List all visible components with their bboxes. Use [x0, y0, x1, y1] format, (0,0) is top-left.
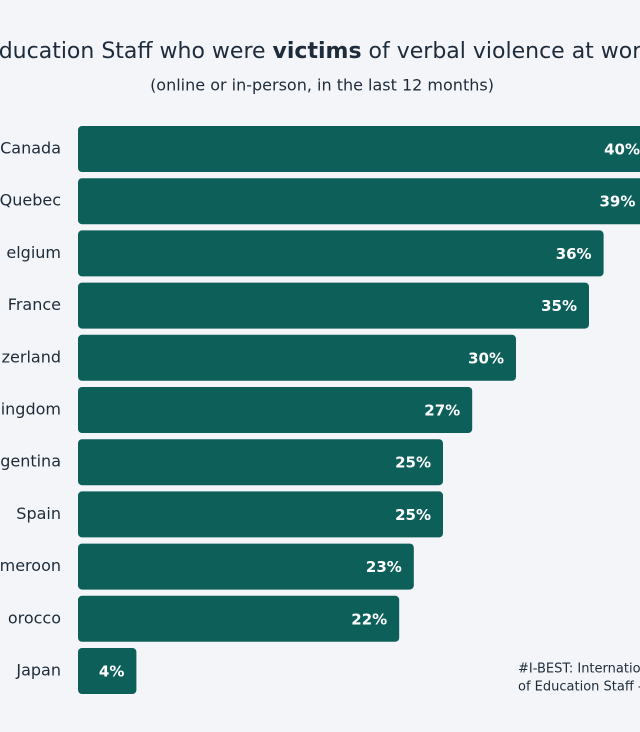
data-label: 22% [351, 610, 387, 628]
data-label: 30% [468, 349, 504, 367]
data-label: 40% [604, 141, 640, 159]
bar [78, 543, 414, 590]
bar [78, 126, 640, 172]
data-label: 4% [99, 663, 124, 681]
bar [78, 178, 640, 225]
bar [78, 595, 400, 642]
chart-subtitle: (online or in-person, in the last 12 mon… [150, 76, 494, 95]
y-tick-label: France [8, 295, 61, 314]
footnote: of Education Staff - [518, 680, 640, 695]
data-label: 25% [395, 506, 431, 524]
bar [78, 282, 589, 329]
bar [78, 387, 473, 433]
y-tick-label: Quebec [0, 191, 61, 210]
title-part: of verbal violence at wor [362, 39, 640, 64]
bar [78, 491, 443, 538]
y-tick-label: Spain [16, 504, 61, 523]
y-tick-label: orocco [8, 608, 61, 627]
y-tick-label: meroon [0, 556, 61, 575]
bar [78, 439, 443, 486]
data-label: 25% [395, 454, 431, 472]
y-tick-label: zerland [2, 347, 61, 366]
y-tick-label: Japan [15, 661, 61, 680]
bar [78, 334, 516, 381]
y-tick-label: Canada [0, 139, 61, 158]
y-tick-label: gentina [0, 452, 61, 471]
footnote: #I-BEST: Internatio [518, 662, 640, 677]
y-tick-label: elgium [6, 243, 61, 262]
data-label: 36% [556, 245, 592, 263]
title-part: ducation Staff who were [0, 39, 273, 64]
data-label: 23% [366, 558, 402, 576]
chart-title: ducation Staff who were victims of verba… [0, 39, 640, 64]
data-label: 39% [599, 193, 635, 211]
y-tick-label: ingdom [1, 400, 61, 419]
data-label: 27% [424, 402, 460, 420]
bar [78, 648, 137, 694]
title-part: victims [273, 39, 362, 64]
data-label: 35% [541, 297, 577, 315]
bar [78, 230, 604, 277]
